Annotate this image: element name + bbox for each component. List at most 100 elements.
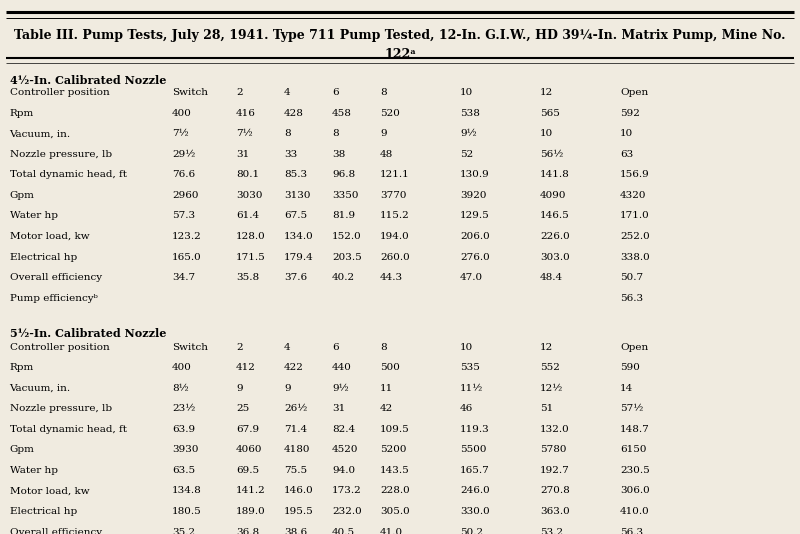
Text: 115.2: 115.2 xyxy=(380,211,410,221)
Text: 123.2: 123.2 xyxy=(172,232,202,241)
Text: 363.0: 363.0 xyxy=(540,507,570,516)
Text: 6: 6 xyxy=(332,343,338,351)
Text: Open: Open xyxy=(620,88,648,97)
Text: 42: 42 xyxy=(380,404,394,413)
Text: 25: 25 xyxy=(236,404,250,413)
Text: 81.9: 81.9 xyxy=(332,211,355,221)
Text: 535: 535 xyxy=(460,363,480,372)
Text: 94.0: 94.0 xyxy=(332,466,355,475)
Text: 458: 458 xyxy=(332,109,352,117)
Text: 50.2: 50.2 xyxy=(460,528,483,534)
Text: 128.0: 128.0 xyxy=(236,232,266,241)
Text: 303.0: 303.0 xyxy=(540,253,570,262)
Text: 56½: 56½ xyxy=(540,150,563,159)
Text: 4180: 4180 xyxy=(284,445,310,454)
Text: 40.5: 40.5 xyxy=(332,528,355,534)
Text: 10: 10 xyxy=(460,88,474,97)
Text: 12: 12 xyxy=(540,88,554,97)
Text: 165.0: 165.0 xyxy=(172,253,202,262)
Text: 252.0: 252.0 xyxy=(620,232,650,241)
Text: 134.8: 134.8 xyxy=(172,486,202,496)
Text: 156.9: 156.9 xyxy=(620,170,650,179)
Text: 9: 9 xyxy=(284,383,290,392)
Text: 422: 422 xyxy=(284,363,304,372)
Text: 192.7: 192.7 xyxy=(540,466,570,475)
Text: 11½: 11½ xyxy=(460,383,483,392)
Text: 121.1: 121.1 xyxy=(380,170,410,179)
Text: Electrical hp: Electrical hp xyxy=(10,507,77,516)
Text: 146.0: 146.0 xyxy=(284,486,314,496)
Text: 31: 31 xyxy=(332,404,346,413)
Text: 52: 52 xyxy=(460,150,474,159)
Text: 228.0: 228.0 xyxy=(380,486,410,496)
Text: Total dynamic head, ft: Total dynamic head, ft xyxy=(10,425,126,434)
Text: 56.3: 56.3 xyxy=(620,294,643,303)
Text: 246.0: 246.0 xyxy=(460,486,490,496)
Text: Water hp: Water hp xyxy=(10,211,58,221)
Text: 552: 552 xyxy=(540,363,560,372)
Text: 57.3: 57.3 xyxy=(172,211,195,221)
Text: 37.6: 37.6 xyxy=(284,273,307,282)
Text: 67.5: 67.5 xyxy=(284,211,307,221)
Text: Overall efficiency: Overall efficiency xyxy=(10,273,102,282)
Text: 306.0: 306.0 xyxy=(620,486,650,496)
Text: 194.0: 194.0 xyxy=(380,232,410,241)
Text: 134.0: 134.0 xyxy=(284,232,314,241)
Text: 40.2: 40.2 xyxy=(332,273,355,282)
Text: 6: 6 xyxy=(332,88,338,97)
Text: Open: Open xyxy=(620,343,648,351)
Text: Water hp: Water hp xyxy=(10,466,58,475)
Text: 3920: 3920 xyxy=(460,191,486,200)
Text: 8½: 8½ xyxy=(172,383,189,392)
Text: 12½: 12½ xyxy=(540,383,563,392)
Text: Motor load, kw: Motor load, kw xyxy=(10,232,90,241)
Text: Rpm: Rpm xyxy=(10,363,34,372)
Text: Switch: Switch xyxy=(172,88,208,97)
Text: 63.5: 63.5 xyxy=(172,466,195,475)
Text: 129.5: 129.5 xyxy=(460,211,490,221)
Text: 5780: 5780 xyxy=(540,445,566,454)
Text: 44.3: 44.3 xyxy=(380,273,403,282)
Text: 276.0: 276.0 xyxy=(460,253,490,262)
Text: 71.4: 71.4 xyxy=(284,425,307,434)
Text: 148.7: 148.7 xyxy=(620,425,650,434)
Text: Nozzle pressure, lb: Nozzle pressure, lb xyxy=(10,404,112,413)
Text: 141.8: 141.8 xyxy=(540,170,570,179)
Text: 130.9: 130.9 xyxy=(460,170,490,179)
Text: 3350: 3350 xyxy=(332,191,358,200)
Text: 109.5: 109.5 xyxy=(380,425,410,434)
Text: 3130: 3130 xyxy=(284,191,310,200)
Text: 7½: 7½ xyxy=(172,129,189,138)
Text: 36.8: 36.8 xyxy=(236,528,259,534)
Text: 226.0: 226.0 xyxy=(540,232,570,241)
Text: 3930: 3930 xyxy=(172,445,198,454)
Text: 63.9: 63.9 xyxy=(172,425,195,434)
Text: 50.7: 50.7 xyxy=(620,273,643,282)
Text: 3030: 3030 xyxy=(236,191,262,200)
Text: 5500: 5500 xyxy=(460,445,486,454)
Text: 538: 538 xyxy=(460,109,480,117)
Text: 9½: 9½ xyxy=(460,129,477,138)
Text: 179.4: 179.4 xyxy=(284,253,314,262)
Text: 152.0: 152.0 xyxy=(332,232,362,241)
Text: 4320: 4320 xyxy=(620,191,646,200)
Text: 75.5: 75.5 xyxy=(284,466,307,475)
Text: 48: 48 xyxy=(380,150,394,159)
Text: 11: 11 xyxy=(380,383,394,392)
Text: Controller position: Controller position xyxy=(10,343,110,351)
Text: 4090: 4090 xyxy=(540,191,566,200)
Text: 26½: 26½ xyxy=(284,404,307,413)
Text: 10: 10 xyxy=(620,129,634,138)
Text: 57½: 57½ xyxy=(620,404,643,413)
Text: 51: 51 xyxy=(540,404,554,413)
Text: 35.8: 35.8 xyxy=(236,273,259,282)
Text: 63: 63 xyxy=(620,150,634,159)
Text: 206.0: 206.0 xyxy=(460,232,490,241)
Text: 53.2: 53.2 xyxy=(540,528,563,534)
Text: 132.0: 132.0 xyxy=(540,425,570,434)
Text: Gpm: Gpm xyxy=(10,445,34,454)
Text: 14: 14 xyxy=(620,383,634,392)
Text: 590: 590 xyxy=(620,363,640,372)
Text: 171.0: 171.0 xyxy=(620,211,650,221)
Text: 6150: 6150 xyxy=(620,445,646,454)
